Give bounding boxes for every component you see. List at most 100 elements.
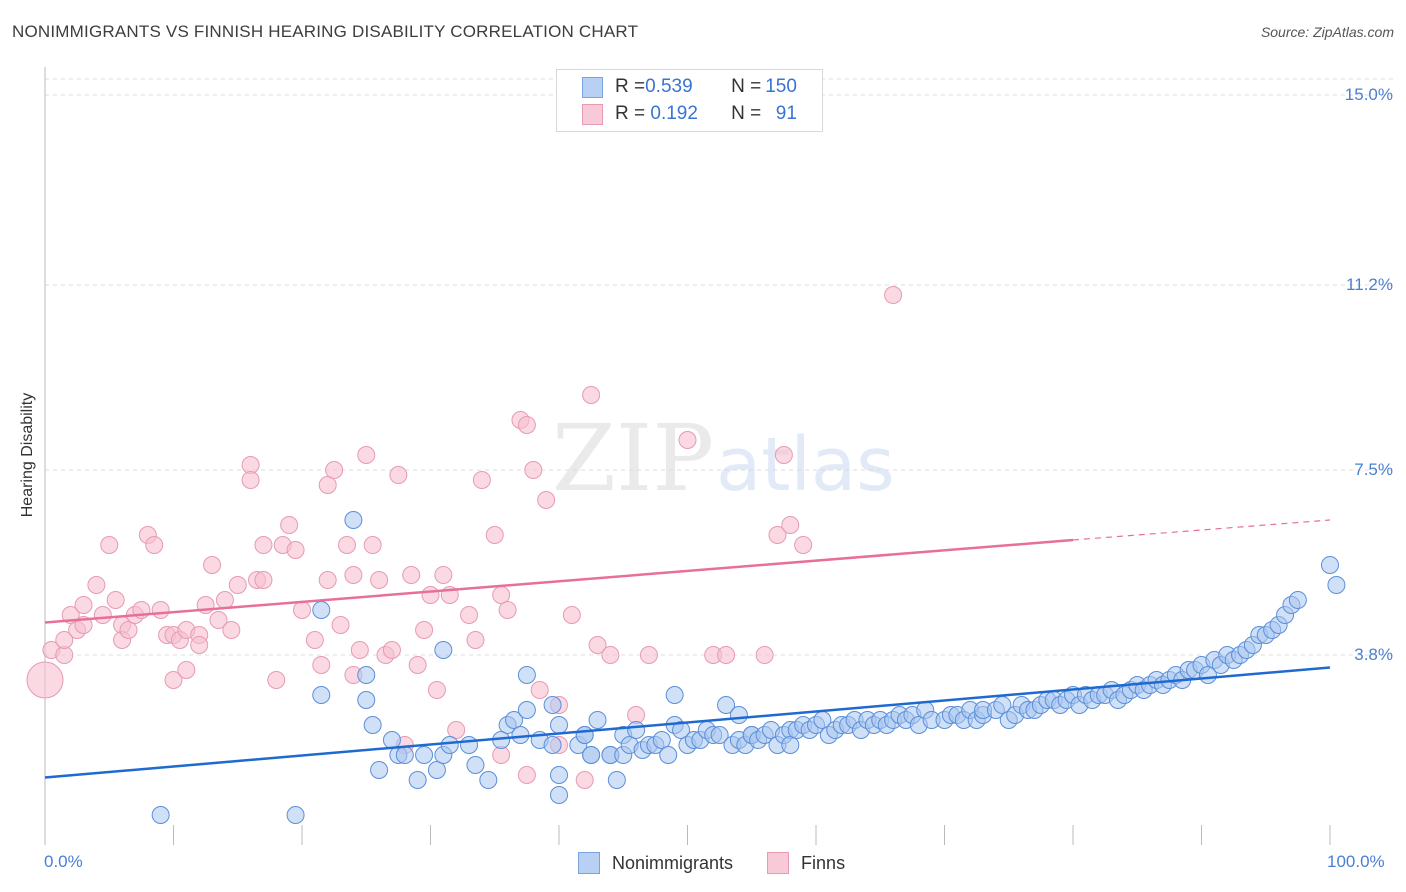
nonimmigrants-point — [479, 771, 498, 789]
finns-point — [460, 606, 479, 624]
finns-point — [517, 766, 536, 784]
finns-point — [177, 661, 196, 679]
finns-point — [305, 631, 324, 649]
finns-point — [222, 621, 241, 639]
legend-n-value: 150 — [765, 76, 797, 97]
nonimmigrants-point — [1327, 576, 1346, 594]
finns-point — [164, 671, 183, 689]
legend-n-label: N = — [731, 103, 762, 124]
finns-point — [408, 656, 427, 674]
finns-point — [293, 601, 311, 619]
nonimmigrants-point — [550, 786, 568, 804]
nonimmigrants-point — [652, 731, 671, 749]
nonimmigrants-point — [517, 666, 536, 684]
finns-point — [254, 571, 273, 589]
finns-point — [190, 636, 209, 654]
legend-r-value: 0.539 — [645, 76, 693, 97]
finns-point — [203, 556, 222, 574]
nonimmigrants-point — [672, 721, 691, 739]
finns-point — [755, 646, 774, 664]
source-label: Source: ZipAtlas.com — [1260, 24, 1394, 40]
finns-point — [434, 566, 453, 584]
finns-point — [119, 621, 138, 639]
y-tick-label: 7.5% — [1354, 460, 1393, 479]
finns-point — [884, 286, 903, 304]
nonimmigrants-point — [312, 686, 331, 704]
finns-point — [151, 601, 170, 619]
finns-point — [241, 471, 260, 489]
legend-row-finns: R = 0.192 N = 91 — [582, 103, 797, 125]
watermark-atlas: atlas — [716, 422, 895, 508]
finns-point — [337, 536, 356, 554]
nonimmigrants-point — [550, 716, 568, 734]
finns-point — [498, 601, 517, 619]
finns-point — [485, 526, 504, 544]
finns-point — [402, 566, 421, 584]
finns-point — [575, 771, 594, 789]
finns-point — [517, 416, 536, 434]
nonimmigrants-point — [382, 731, 401, 749]
nonimmigrants-point — [434, 641, 453, 659]
legend-r-label: R = — [615, 76, 646, 97]
nonimmigrants-point — [588, 711, 607, 729]
nonimmigrants-point — [415, 746, 434, 764]
finns-point — [286, 541, 305, 559]
finns-point — [215, 591, 234, 609]
finns-point — [794, 536, 813, 554]
finns-point — [768, 526, 787, 544]
finns-point — [145, 536, 164, 554]
nonimmigrants-point — [627, 721, 646, 739]
nonimmigrants-point — [466, 756, 485, 774]
finns-point — [717, 646, 736, 664]
finns-point — [344, 566, 363, 584]
nonimmigrants-point — [729, 706, 748, 724]
legend-r-label: R = — [615, 103, 646, 124]
finns-point — [492, 746, 511, 764]
nonimmigrants-point — [357, 691, 376, 709]
nonimmigrants-point — [1321, 556, 1339, 574]
finns-point — [421, 586, 440, 604]
legend-swatch-pink — [582, 103, 603, 125]
finns-point — [492, 586, 511, 604]
finns-trend-line — [44, 538, 1074, 624]
finns-point — [331, 616, 350, 634]
nonimmigrants-point — [363, 716, 382, 734]
nonimmigrants-point — [357, 666, 376, 684]
finns-point — [228, 576, 247, 594]
trend-lines — [44, 519, 1331, 779]
legend-swatch-nonimmigrants — [578, 852, 600, 874]
nonimmigrants-point — [312, 601, 331, 619]
finns-point — [363, 536, 382, 554]
nonimmigrants-point — [710, 726, 729, 744]
finns-point — [318, 571, 337, 589]
finns-point — [74, 596, 93, 614]
x-tick-label-min: 0.0% — [44, 852, 83, 871]
finns-trend-extension — [1072, 519, 1331, 541]
nonimmigrants-point — [607, 771, 626, 789]
legend-label-finns: Finns — [801, 852, 846, 873]
finns-point — [350, 641, 369, 659]
nonimmigrants-point — [575, 726, 594, 744]
finns-point — [87, 576, 106, 594]
nonimmigrants-point — [717, 696, 736, 714]
nonimmigrants-point — [543, 696, 562, 714]
legend-n-value: 91 — [765, 103, 797, 124]
finns-point — [318, 476, 337, 494]
legend-label-nonimmigrants: Nonimmigrants — [612, 852, 734, 873]
legend-n-label: N = — [731, 76, 762, 97]
x-tick-label-max: 100.0% — [1327, 852, 1385, 871]
finns-point — [415, 621, 434, 639]
legend-r-value: 0.192 — [645, 103, 698, 124]
finns-point — [447, 721, 466, 739]
legend-row-nonimmigrants: R = 0.539 N = 150 — [582, 76, 797, 98]
finns-point — [93, 606, 112, 624]
finns-point — [254, 536, 273, 554]
nonimmigrants-point — [408, 771, 427, 789]
y-tick-label: 15.0% — [1344, 85, 1393, 104]
axes — [44, 67, 1331, 845]
nonimmigrants-point — [440, 736, 459, 754]
finns-point — [55, 631, 74, 649]
finns-point — [524, 461, 543, 479]
nonimmigrants-point — [781, 736, 800, 754]
